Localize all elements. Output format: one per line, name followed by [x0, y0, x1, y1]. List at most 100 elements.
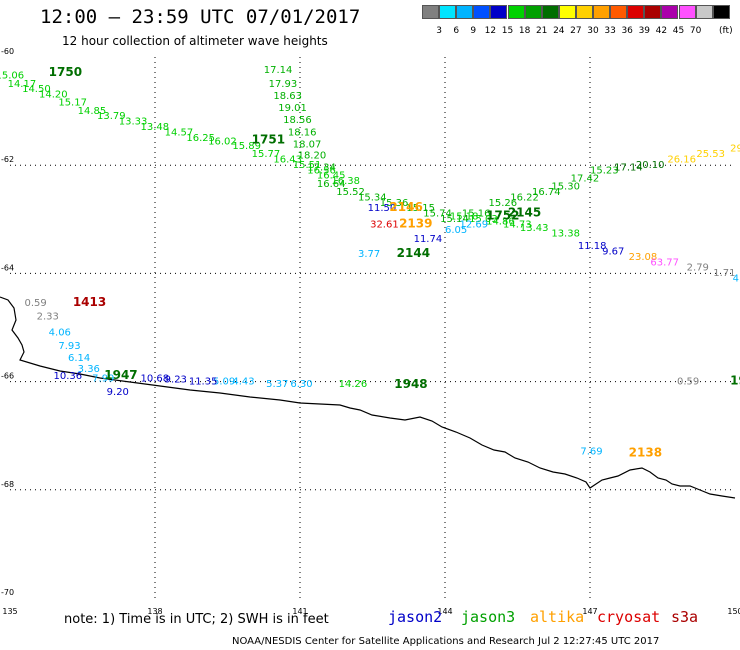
colorbar-unit-label: (ft)	[719, 26, 733, 36]
lat-tick-label: -64	[1, 263, 14, 272]
swh-value-label: 9.67	[602, 246, 624, 257]
swh-value-label: 15.26	[489, 198, 518, 209]
colorbar-tick-label: 42	[655, 26, 668, 36]
lat-tick-label: -68	[1, 480, 14, 489]
colorbar-swatch	[558, 5, 576, 19]
swh-value-label: 0.59	[677, 376, 699, 387]
swh-value-label: 14.85	[78, 106, 107, 117]
lon-tick-label: 144	[437, 607, 452, 616]
swh-value-label: 14.17	[8, 79, 37, 90]
swh-value-label: 14.86	[486, 217, 515, 228]
pass-time-label: 2146	[389, 200, 422, 214]
swh-value-label: 4.43	[232, 376, 254, 387]
pass-time-label: 2139	[399, 216, 432, 230]
swh-value-label: 15.77	[252, 149, 281, 160]
pass-time-label: 1751	[252, 133, 285, 147]
swh-value-label: 14.26	[339, 379, 368, 390]
colorbar-tick-label: 45	[672, 26, 685, 36]
swh-value-label: 18.20	[298, 151, 327, 162]
swh-value-label: 15.18	[450, 211, 479, 222]
colorbar-swatch	[422, 5, 439, 19]
swh-value-label: 11.74	[414, 234, 443, 245]
colorbar-swatch	[473, 5, 491, 19]
swh-value-label: 6.14	[68, 353, 90, 364]
swh-value-label: 7.93	[58, 341, 80, 352]
swh-value-label: 16.38	[331, 176, 360, 187]
colorbar-tick-label: 15	[501, 26, 514, 36]
swh-value-label: 10.68	[141, 374, 170, 385]
wave-height-labels: 17.14 17.9318.6319.0118.5618.1618.0718.20…	[0, 65, 740, 457]
colorbar-swatch	[661, 5, 679, 19]
swh-value-label: 1.71	[713, 268, 735, 279]
colorbar-tick-label: 12	[484, 26, 497, 36]
lat-tick-label: -62	[1, 155, 14, 164]
colorbar-swatch	[678, 5, 696, 19]
swh-value-label: 18.56	[283, 115, 312, 126]
lon-tick-label: 138	[147, 607, 162, 616]
swh-value-label: 7.69	[580, 447, 602, 458]
swh-value-label: 15.14	[440, 214, 469, 225]
colorbar-tick-label: 18	[518, 26, 531, 36]
swh-value-label: 11.50	[368, 203, 397, 214]
swh-value-label: 12.69	[460, 219, 489, 230]
swh-value-label: 17.14	[264, 65, 293, 76]
credit-line: NOAA/NESDIS Center for Satellite Applica…	[232, 636, 660, 647]
lat-tick-label: -66	[1, 372, 14, 381]
swh-value-label: 13.79	[97, 111, 126, 122]
colorbar-swatch	[507, 5, 525, 19]
colorbar-swatch	[644, 5, 662, 19]
swh-value-label: 7.99	[92, 374, 114, 385]
swh-value-label: 3.77	[358, 249, 380, 260]
colorbar-tick-label: 24	[553, 26, 565, 36]
pass-time-label: 1948	[394, 377, 427, 391]
map-subtitle: 12 hour collection of altimeter wave hei…	[62, 34, 328, 48]
swh-value-label: 13.48	[141, 122, 170, 133]
swh-value-label: 23.08	[629, 252, 658, 263]
legend-jason2: jason2	[388, 608, 443, 626]
colorbar-tick-label: 3	[436, 26, 442, 36]
swh-value-label: 0.59	[25, 298, 47, 309]
colorbar-tick-label: 27	[570, 26, 582, 36]
colorbar-swatch	[712, 5, 730, 19]
swh-value-label: 16.22	[510, 192, 539, 203]
map-title: 12:00 — 23:59 UTC 07/01/2017	[40, 6, 361, 28]
lon-tick-label: 135	[2, 607, 17, 616]
pass-time-label: 1949	[730, 373, 740, 387]
swh-value-label: 5.37	[266, 379, 288, 390]
colorbar-swatch	[456, 5, 474, 19]
swh-value-label: 13.38	[551, 229, 580, 240]
legend-jason3: jason3	[461, 608, 516, 626]
swh-value-label: 2.79	[687, 263, 709, 274]
axis-tick-labels: 135 138 141 144 147 150 -60 -62 -64 -66 -68 -70	[1, 47, 740, 616]
swh-value-label: 16.64	[317, 179, 346, 190]
lat-lon-grid	[10, 57, 735, 598]
swh-value-label: 15.74	[423, 209, 452, 220]
swh-value-label: 18.07	[293, 139, 322, 150]
swh-value-label: 15.16	[462, 209, 491, 220]
swh-value-label: 63.77	[650, 257, 679, 268]
swh-value-label: 16.45	[317, 171, 346, 182]
swh-value-label: 4.06	[49, 328, 71, 339]
pass-time-label: 1413	[73, 295, 106, 309]
swh-value-label: 17.34	[307, 163, 336, 174]
colorbar-tick-label: 33	[604, 26, 616, 36]
swh-value-label: 15.03	[469, 214, 498, 225]
swh-value-label: 15.17	[58, 98, 87, 109]
units-note: note: 1) Time is in UTC; 2) SWH is in fe…	[64, 612, 329, 627]
legend-s3a: s3a	[671, 608, 699, 626]
swh-value-label: 9.20	[107, 387, 129, 398]
swh-value-label: 20.10	[636, 160, 665, 171]
colorbar-swatch	[610, 5, 628, 19]
swh-value-label: 3.36	[78, 364, 100, 375]
swh-value-label: 17.14	[614, 163, 643, 174]
swh-value-label: 5.09	[213, 376, 235, 387]
pass-time-label: 2144	[397, 246, 430, 260]
antarctic-coastline	[0, 296, 736, 499]
colorbar-swatch	[593, 5, 610, 19]
lon-tick-label: 141	[292, 607, 307, 616]
colorbar-swatch	[541, 5, 559, 19]
swh-value-label: 13.43	[520, 223, 549, 234]
colorbar-tick-label: 70	[689, 26, 702, 36]
swh-value-label: 6.05	[445, 225, 467, 236]
legend-cryosat: cryosat	[597, 608, 661, 626]
